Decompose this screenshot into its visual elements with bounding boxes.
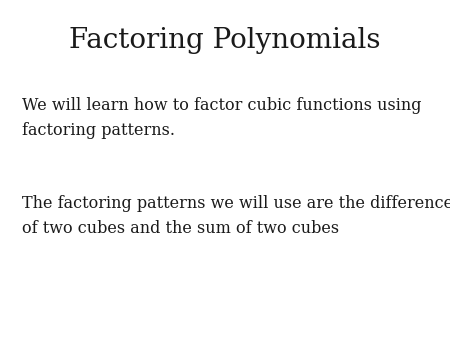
Text: Factoring Polynomials: Factoring Polynomials [69, 27, 381, 54]
Text: We will learn how to factor cubic functions using
factoring patterns.: We will learn how to factor cubic functi… [22, 97, 422, 139]
Text: The factoring patterns we will use are the difference
of two cubes and the sum o: The factoring patterns we will use are t… [22, 195, 450, 237]
